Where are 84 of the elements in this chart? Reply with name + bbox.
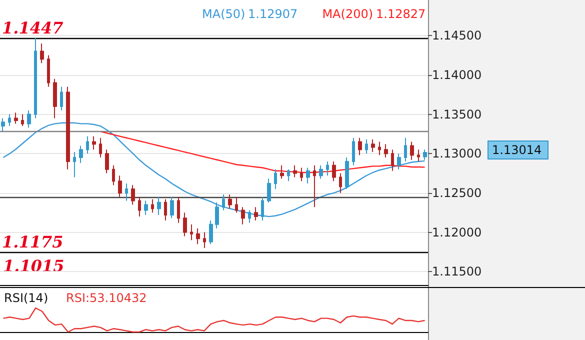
candlestick [293, 164, 297, 178]
candlestick [157, 196, 161, 216]
candlestick [125, 183, 128, 202]
line-series [100, 130, 426, 174]
candlestick [423, 149, 427, 160]
candlestick [300, 167, 303, 182]
candlestick [131, 184, 135, 206]
candlestick [384, 144, 388, 158]
candlestick [196, 228, 200, 245]
candlestick [228, 194, 232, 210]
candlestick [40, 42, 44, 64]
y-tick-label: 1.12500 [432, 186, 482, 200]
candlestick [47, 54, 50, 88]
candlestick [183, 212, 187, 237]
candlestick [261, 196, 264, 221]
candlestick [66, 86, 70, 170]
y-tick-label: 1.11500 [432, 264, 482, 279]
candlestick [86, 136, 89, 154]
y-tick-label: 1.14500 [432, 28, 482, 43]
candlestick [267, 178, 271, 203]
candlestick [397, 153, 401, 170]
text: 1.13014 [492, 143, 542, 157]
candlestick [358, 137, 362, 156]
candlestick [144, 200, 148, 216]
text: RSI:53.10432 [66, 291, 147, 305]
candlestick [404, 137, 407, 162]
candlestick [352, 137, 355, 166]
candlestick [203, 232, 206, 249]
candlestick [319, 164, 323, 180]
candlestick [138, 196, 141, 218]
candlestick [79, 145, 83, 164]
text: MA(50) [202, 7, 246, 21]
ref-line-label: 1.1175 [2, 232, 64, 252]
text: 1.12907 [248, 7, 298, 21]
candlestick [112, 164, 115, 186]
candlestick [378, 141, 381, 156]
candlestick [8, 114, 11, 127]
candlestick [14, 112, 18, 124]
candlestick [365, 138, 368, 154]
candlestick [306, 167, 310, 184]
candlestick [105, 149, 109, 174]
candlestick [410, 141, 414, 160]
y-tick-label: 1.12000 [432, 225, 482, 240]
y-tick-label: 1.13000 [432, 146, 482, 161]
candlestick [339, 172, 342, 194]
candlestick [235, 196, 238, 214]
candlestick [215, 202, 219, 229]
candlestick [27, 110, 31, 128]
candlestick [332, 160, 336, 182]
candlestick [92, 136, 96, 150]
candlestick [34, 37, 37, 119]
candlestick [417, 149, 420, 162]
y-tick-label: 1.13500 [432, 107, 482, 122]
candlestick [73, 152, 76, 178]
candlestick [99, 137, 102, 158]
candlestick [248, 210, 251, 224]
chart-title: RSI(14) [4, 291, 48, 305]
candlestick [1, 118, 5, 132]
candlestick [391, 149, 394, 172]
candlestick [222, 194, 225, 211]
candlestick [241, 206, 245, 225]
candlestick [170, 196, 174, 219]
candlestick [371, 138, 375, 153]
candlestick [274, 168, 277, 190]
candlestick [21, 114, 24, 127]
candlestick [345, 157, 349, 190]
candlestick [209, 220, 213, 245]
candlestick [177, 196, 180, 224]
candlestick [254, 206, 258, 221]
candlestick [60, 86, 63, 111]
candlestick [326, 160, 329, 176]
candlestick [313, 164, 316, 208]
line-series [2, 122, 426, 218]
candlestick [280, 164, 284, 180]
candlestick [164, 198, 167, 221]
candlestick [190, 224, 193, 241]
candlestick [287, 168, 290, 182]
candlestick [118, 175, 122, 198]
ref-line-label: 1.1447 [2, 18, 64, 38]
text: MA(200) [322, 7, 374, 21]
y-tick-label: 1.14000 [432, 68, 482, 82]
candlestick [53, 78, 57, 119]
text: 1.12827 [376, 7, 426, 21]
candlestick [151, 198, 154, 214]
